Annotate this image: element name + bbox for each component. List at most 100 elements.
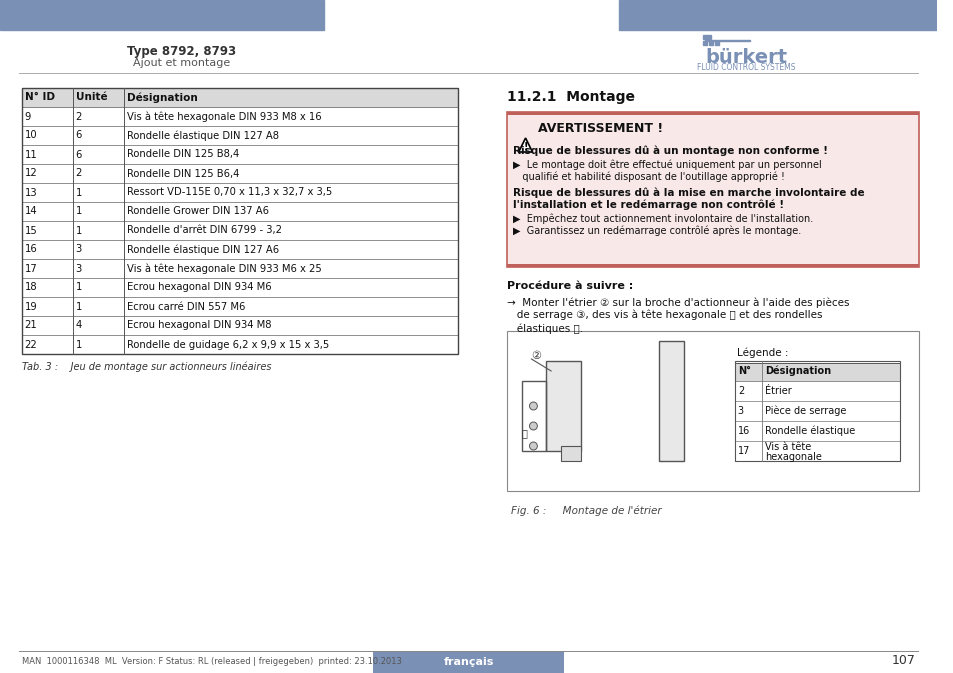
- Text: 13: 13: [25, 188, 37, 197]
- Text: Rondelle de guidage 6,2 x 9,9 x 15 x 3,5: Rondelle de guidage 6,2 x 9,9 x 15 x 3,5: [127, 339, 329, 349]
- Text: 1: 1: [75, 283, 82, 293]
- Text: 4: 4: [75, 320, 82, 330]
- Text: Rondelle Grower DIN 137 A6: Rondelle Grower DIN 137 A6: [127, 207, 269, 217]
- Text: FLUID CONTROL SYSTEMS: FLUID CONTROL SYSTEMS: [697, 63, 795, 72]
- Text: 17: 17: [25, 264, 37, 273]
- Bar: [22, 183, 457, 202]
- Text: 19: 19: [25, 302, 37, 312]
- Text: hexagonale: hexagonale: [764, 452, 821, 462]
- Text: l'installation et le redémarrage non contrôlé !: l'installation et le redémarrage non con…: [513, 199, 783, 209]
- Circle shape: [529, 402, 537, 410]
- Bar: [22, 164, 457, 183]
- Bar: [22, 88, 457, 107]
- Bar: [22, 335, 457, 354]
- Text: 10: 10: [25, 131, 37, 141]
- Text: Risque de blessures dû à un montage non conforme !: Risque de blessures dû à un montage non …: [513, 146, 827, 157]
- Text: 16: 16: [25, 244, 37, 254]
- Text: 6: 6: [75, 149, 82, 160]
- Text: ▶  Empêchez tout actionnement involontaire de l'installation.: ▶ Empêchez tout actionnement involontair…: [513, 213, 812, 223]
- Bar: [22, 278, 457, 297]
- Text: 3: 3: [737, 406, 743, 416]
- Text: 17: 17: [737, 446, 749, 456]
- Polygon shape: [518, 138, 532, 152]
- Text: Rondelle DIN 125 B8,4: Rondelle DIN 125 B8,4: [127, 149, 238, 160]
- Bar: [22, 297, 457, 316]
- Text: 9: 9: [25, 112, 30, 122]
- Circle shape: [529, 442, 537, 450]
- Text: Ecrou hexagonal DIN 934 M6: Ecrou hexagonal DIN 934 M6: [127, 283, 271, 293]
- Bar: [373, 651, 563, 673]
- Bar: [734, 401, 899, 421]
- Bar: [734, 363, 899, 381]
- Text: Étrier: Étrier: [764, 386, 791, 396]
- Text: 1: 1: [75, 302, 82, 312]
- Bar: [506, 112, 919, 267]
- Text: 16: 16: [737, 426, 749, 436]
- Text: Rondelle élastique DIN 127 A6: Rondelle élastique DIN 127 A6: [127, 244, 278, 255]
- Text: Risque de blessures dû à la mise en marche involontaire de: Risque de blessures dû à la mise en marc…: [513, 187, 863, 197]
- Bar: [506, 264, 919, 267]
- Text: Désignation: Désignation: [764, 365, 830, 376]
- Text: 6: 6: [75, 131, 82, 141]
- Text: 3: 3: [75, 264, 82, 273]
- Bar: [22, 202, 457, 221]
- Text: 1: 1: [75, 207, 82, 217]
- Text: français: français: [443, 657, 494, 667]
- Text: 3: 3: [75, 244, 82, 254]
- Text: Type 8792, 8793: Type 8792, 8793: [127, 45, 236, 58]
- Text: 18: 18: [25, 283, 37, 293]
- Text: 12: 12: [25, 168, 37, 178]
- Text: 2: 2: [75, 168, 82, 178]
- Text: Ecrou hexagonal DIN 934 M8: Ecrou hexagonal DIN 934 M8: [127, 320, 271, 330]
- Bar: [659, 341, 683, 461]
- Text: →  Monter l'étrier ② sur la broche d'actionneur à l'aide des pièces: → Monter l'étrier ② sur la broche d'acti…: [506, 297, 848, 308]
- Text: MAN  1000116348  ML  Version: F Status: RL (released | freigegeben)  printed: 23: MAN 1000116348 ML Version: F Status: RL …: [22, 656, 401, 666]
- Text: Vis à tête hexagonale DIN 933 M6 x 25: Vis à tête hexagonale DIN 933 M6 x 25: [127, 263, 321, 274]
- Text: 14: 14: [25, 207, 37, 217]
- Bar: [334, 0, 354, 30]
- Bar: [734, 381, 899, 401]
- Text: élastiques ⑯.: élastiques ⑯.: [506, 323, 582, 334]
- Bar: [734, 441, 899, 461]
- Text: N° ID: N° ID: [25, 92, 54, 102]
- Text: 15: 15: [25, 225, 37, 236]
- Text: !: !: [523, 142, 527, 152]
- Bar: [546, 361, 580, 451]
- Bar: [22, 259, 457, 278]
- Text: Unité: Unité: [75, 92, 107, 102]
- Bar: [560, 446, 580, 461]
- Text: de serrage ③, des vis à tête hexagonale ⑰ et des rondelles: de serrage ③, des vis à tête hexagonale …: [506, 310, 821, 320]
- Text: 11.2.1  Montage: 11.2.1 Montage: [506, 90, 635, 104]
- Text: ②: ②: [531, 351, 540, 361]
- Text: Procédure à suivre :: Procédure à suivre :: [506, 281, 633, 291]
- Bar: [22, 240, 457, 259]
- Bar: [22, 88, 457, 354]
- Text: 1: 1: [75, 225, 82, 236]
- Text: 2: 2: [75, 112, 82, 122]
- Bar: [22, 126, 457, 145]
- Text: qualifié et habilité disposant de l'outillage approprié !: qualifié et habilité disposant de l'outi…: [513, 172, 784, 182]
- Text: Ecrou carré DIN 557 M6: Ecrou carré DIN 557 M6: [127, 302, 245, 312]
- Text: 22: 22: [25, 339, 37, 349]
- Bar: [22, 221, 457, 240]
- Text: Légende :: Légende :: [736, 347, 787, 357]
- Text: N°: N°: [737, 366, 750, 376]
- Text: ▶  Garantissez un redémarrage contrôlé après le montage.: ▶ Garantissez un redémarrage contrôlé ap…: [513, 225, 801, 236]
- Bar: [618, 0, 936, 30]
- Text: Rondelle élastique: Rondelle élastique: [764, 426, 855, 436]
- Text: AVERTISSEMENT !: AVERTISSEMENT !: [537, 122, 662, 135]
- Text: 11: 11: [25, 149, 37, 160]
- Bar: [506, 112, 919, 115]
- Bar: [22, 145, 457, 164]
- Bar: [22, 107, 457, 126]
- Text: Fig. 6 :     Montage de l'étrier: Fig. 6 : Montage de l'étrier: [510, 505, 660, 516]
- Bar: [0, 0, 324, 30]
- Text: Tab. 3 :    Jeu de montage sur actionneurs linéaires: Tab. 3 : Jeu de montage sur actionneurs …: [22, 362, 271, 372]
- Text: Pièce de serrage: Pièce de serrage: [764, 406, 845, 416]
- Text: Rondelle élastique DIN 127 A8: Rondelle élastique DIN 127 A8: [127, 131, 278, 141]
- Text: Rondelle DIN 125 B6,4: Rondelle DIN 125 B6,4: [127, 168, 239, 178]
- Bar: [506, 331, 919, 491]
- Text: Vis à tête: Vis à tête: [764, 442, 811, 452]
- Text: 21: 21: [25, 320, 37, 330]
- Text: ▶  Le montage doit être effectué uniquement par un personnel: ▶ Le montage doit être effectué uniqueme…: [513, 160, 821, 170]
